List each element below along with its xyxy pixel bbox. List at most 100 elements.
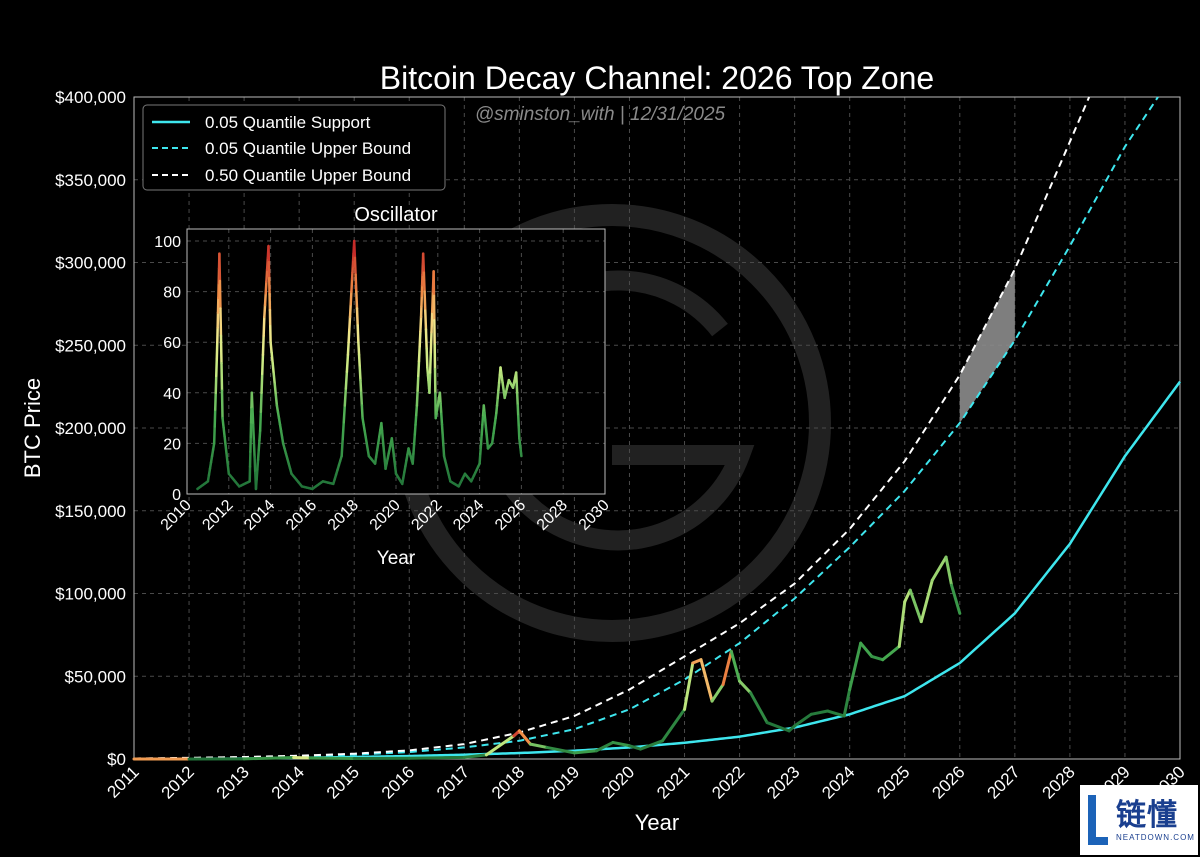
btc-price-segment — [903, 588, 912, 604]
oscillator-segment — [269, 340, 273, 354]
btc-price-segment — [545, 745, 576, 755]
oscillator-segment — [214, 374, 218, 395]
oscillator-segment — [479, 433, 483, 446]
main-series — [132, 96, 1182, 761]
oscillator-segment — [481, 413, 485, 427]
oscillator-segment — [220, 362, 224, 392]
oscillator-segment — [382, 452, 387, 463]
oscillator-segment — [250, 391, 254, 411]
btc-price-segment — [517, 729, 532, 746]
oscillator-segment — [354, 273, 358, 293]
oscillator-segment — [257, 439, 261, 452]
oscillator-segment — [416, 374, 420, 392]
oscillator-segment — [352, 239, 357, 260]
oscillator-segment — [212, 425, 216, 445]
btc-price-segment — [881, 644, 901, 662]
oscillator-segment — [357, 340, 361, 357]
btc-price-segment — [683, 661, 695, 711]
oscillator-segment — [256, 448, 261, 462]
oscillator-segment — [260, 372, 264, 395]
inset-frame — [186, 228, 606, 495]
oscillator-segment — [480, 423, 484, 436]
oscillator-segment — [411, 452, 415, 465]
oscillator-segment — [414, 413, 418, 427]
y-tick-label: $50,000 — [65, 667, 126, 686]
btc-price-segment — [765, 721, 791, 733]
chart-subtitle: @sminston_with | 12/31/2025 — [475, 104, 726, 125]
oscillator-segment — [221, 416, 225, 429]
oscillator-segment — [255, 468, 259, 481]
inset-series — [196, 239, 523, 491]
oscillator-segment — [213, 408, 217, 428]
inset-y-tick-label: 100 — [154, 234, 181, 251]
oscillator-segment — [440, 423, 444, 437]
oscillator-segment — [358, 366, 362, 382]
oscillator-segment — [272, 372, 277, 386]
btc-price-segment — [407, 755, 466, 760]
btc-price-segment — [738, 679, 753, 695]
y-tick-label: $200,000 — [55, 419, 126, 438]
oscillator-segment — [265, 268, 269, 283]
neatdown-watermark-logo: 链懂 NEATDOWN.COM — [1080, 785, 1198, 855]
oscillator-segment — [421, 252, 426, 274]
oscillator-segment — [442, 444, 446, 458]
oscillator-segment — [218, 279, 222, 310]
y-tick-label: $0 — [107, 750, 126, 769]
oscillator-segment — [263, 292, 267, 307]
oscillator-segment — [348, 303, 352, 319]
btc-price-segment — [572, 749, 598, 755]
y-axis-label: BTC Price — [20, 378, 45, 478]
oscillator-segment — [220, 389, 224, 420]
oscillator-segment — [219, 307, 223, 338]
oscillator-segment — [345, 353, 350, 373]
legend: 0.05 Quantile Support 0.05 Quantile Uppe… — [142, 104, 446, 191]
btc-price-segment — [793, 712, 813, 728]
oscillator-segment — [350, 277, 354, 293]
oscillator-segment — [262, 315, 266, 338]
oscillator-segment — [428, 371, 432, 395]
btc-price-segment — [611, 740, 631, 748]
btc-price-segment — [930, 555, 948, 582]
oscillator-segment — [274, 393, 279, 407]
oscillator-segment — [253, 455, 257, 475]
oscillator-segment — [355, 290, 359, 310]
chart-title: Bitcoin Decay Channel: 2026 Top Zone — [380, 60, 934, 96]
btc-price-segment — [749, 691, 769, 725]
oscillator-segment — [423, 290, 427, 312]
btc-price-segment — [919, 578, 934, 624]
neatdown-logo-cn: 链懂 — [1116, 797, 1178, 833]
oscillator-segment — [439, 402, 443, 416]
inset-y-tick-label: 40 — [163, 386, 181, 403]
inset-y-tick-label: 80 — [163, 285, 181, 302]
oscillator-segment — [261, 334, 265, 357]
oscillator-segment — [357, 353, 362, 369]
oscillator-segment — [514, 371, 518, 385]
inset-background — [187, 229, 605, 494]
btc-price-segment — [897, 600, 907, 648]
oscillator-segment — [340, 437, 344, 458]
btc-price-segment — [908, 588, 923, 624]
btc-price-segment — [661, 707, 687, 743]
oscillator-segment — [260, 353, 265, 376]
btc-price-segment — [710, 683, 725, 703]
btc-price-segment — [950, 583, 962, 615]
oscillator-segment — [341, 421, 345, 441]
y-tick-label: $300,000 — [55, 254, 126, 273]
oscillator-segment — [515, 393, 519, 407]
oscillator-segment — [515, 382, 519, 396]
oscillator-segment — [273, 383, 278, 397]
oscillator-segment — [417, 359, 421, 378]
oscillator-segment — [271, 362, 275, 376]
oscillator-segment — [424, 309, 428, 331]
oscillator-segment — [359, 391, 364, 407]
oscillator-segment — [517, 426, 521, 440]
y-tick-labels: $0 $50,000 $100,000 $150,000 $200,000 $250,00… — [55, 88, 126, 769]
oscillator-segment — [419, 315, 423, 333]
x-axis-label: Year — [635, 810, 679, 835]
oscillator-segment — [215, 340, 219, 361]
oscillator-segment — [412, 442, 416, 456]
oscillator-segment — [425, 347, 429, 369]
y-tick-label: $150,000 — [55, 502, 126, 521]
oscillator-segment — [349, 290, 353, 306]
